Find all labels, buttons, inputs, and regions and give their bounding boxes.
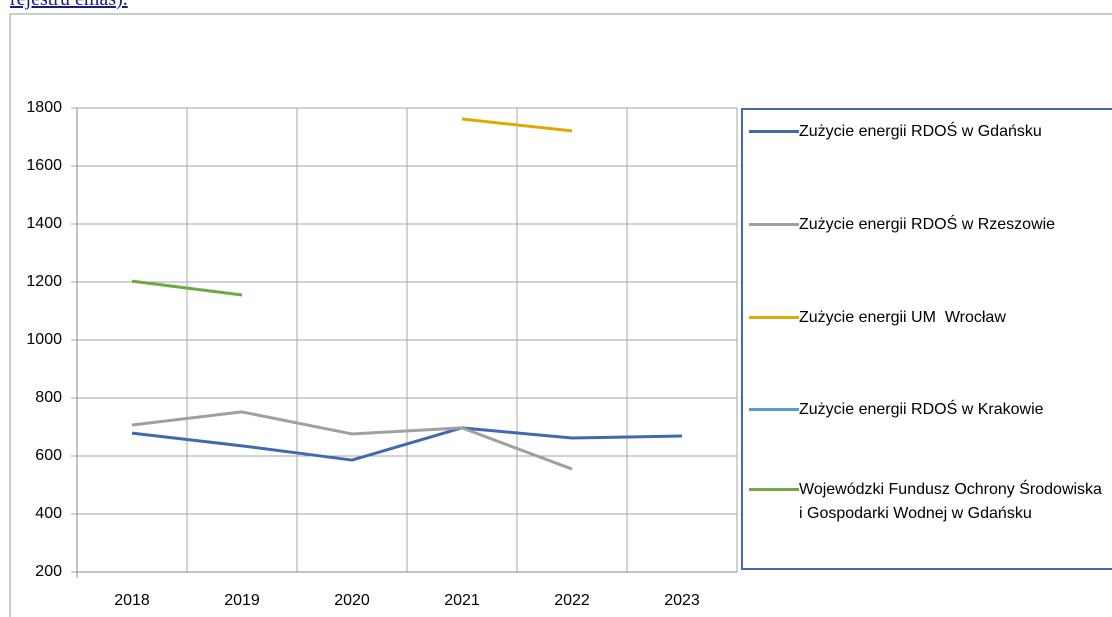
y-tick-label: 1000	[26, 331, 62, 348]
legend-swatch	[749, 408, 799, 411]
legend-swatch	[749, 223, 799, 226]
legend-label: Wojewódzki Fundusz Ochrony Środowiska i …	[799, 481, 1107, 522]
series-line	[131, 410, 573, 471]
legend: Zużycie energii RDOŚ w Gdańsku Zużycie en…	[741, 108, 1112, 570]
legend-entry: Zużycie energii RDOŚ w Krakowie	[749, 398, 1109, 422]
x-tick-label: 2023	[664, 592, 700, 609]
x-tick-label: 2021	[444, 592, 480, 609]
y-tick-label: 400	[35, 505, 62, 522]
series-line	[131, 426, 683, 462]
y-tick-label: 1400	[26, 215, 62, 232]
y-tick-label: 800	[35, 389, 62, 406]
legend-entry: Wojewódzki Fundusz Ochrony Środowiska i …	[749, 478, 1109, 526]
series-line	[131, 279, 243, 297]
y-tick-label: 1200	[26, 273, 62, 290]
legend-entry: Zużycie energii UM Wrocław	[749, 306, 1109, 330]
x-tick-label: 2019	[224, 592, 260, 609]
legend-swatch	[749, 316, 799, 319]
x-tick-label: 2018	[114, 592, 150, 609]
legend-entry: Zużycie energii RDOŚ w Rzeszowie	[749, 213, 1109, 237]
caption: rejestru emas).	[10, 0, 128, 11]
legend-swatch	[749, 130, 799, 133]
legend-label: Zużycie energii RDOŚ w Gdańsku	[799, 123, 1042, 140]
legend-label: Zużycie energii RDOŚ w Rzeszowie	[799, 216, 1056, 233]
legend-swatch	[749, 488, 799, 491]
series-line	[461, 117, 573, 133]
y-tick-label: 200	[35, 563, 62, 580]
legend-label: Zużycie energii UM Wrocław	[799, 309, 1006, 326]
x-tick-label: 2022	[554, 592, 590, 609]
y-tick-label: 600	[35, 447, 62, 464]
y-tick-label: 1800	[26, 99, 62, 116]
legend-label: Zużycie energii RDOŚ w Krakowie	[799, 401, 1044, 418]
legend-entry: Zużycie energii RDOŚ w Gdańsku	[749, 120, 1109, 144]
y-tick-label: 1600	[26, 157, 62, 174]
x-tick-label: 2020	[334, 592, 370, 609]
